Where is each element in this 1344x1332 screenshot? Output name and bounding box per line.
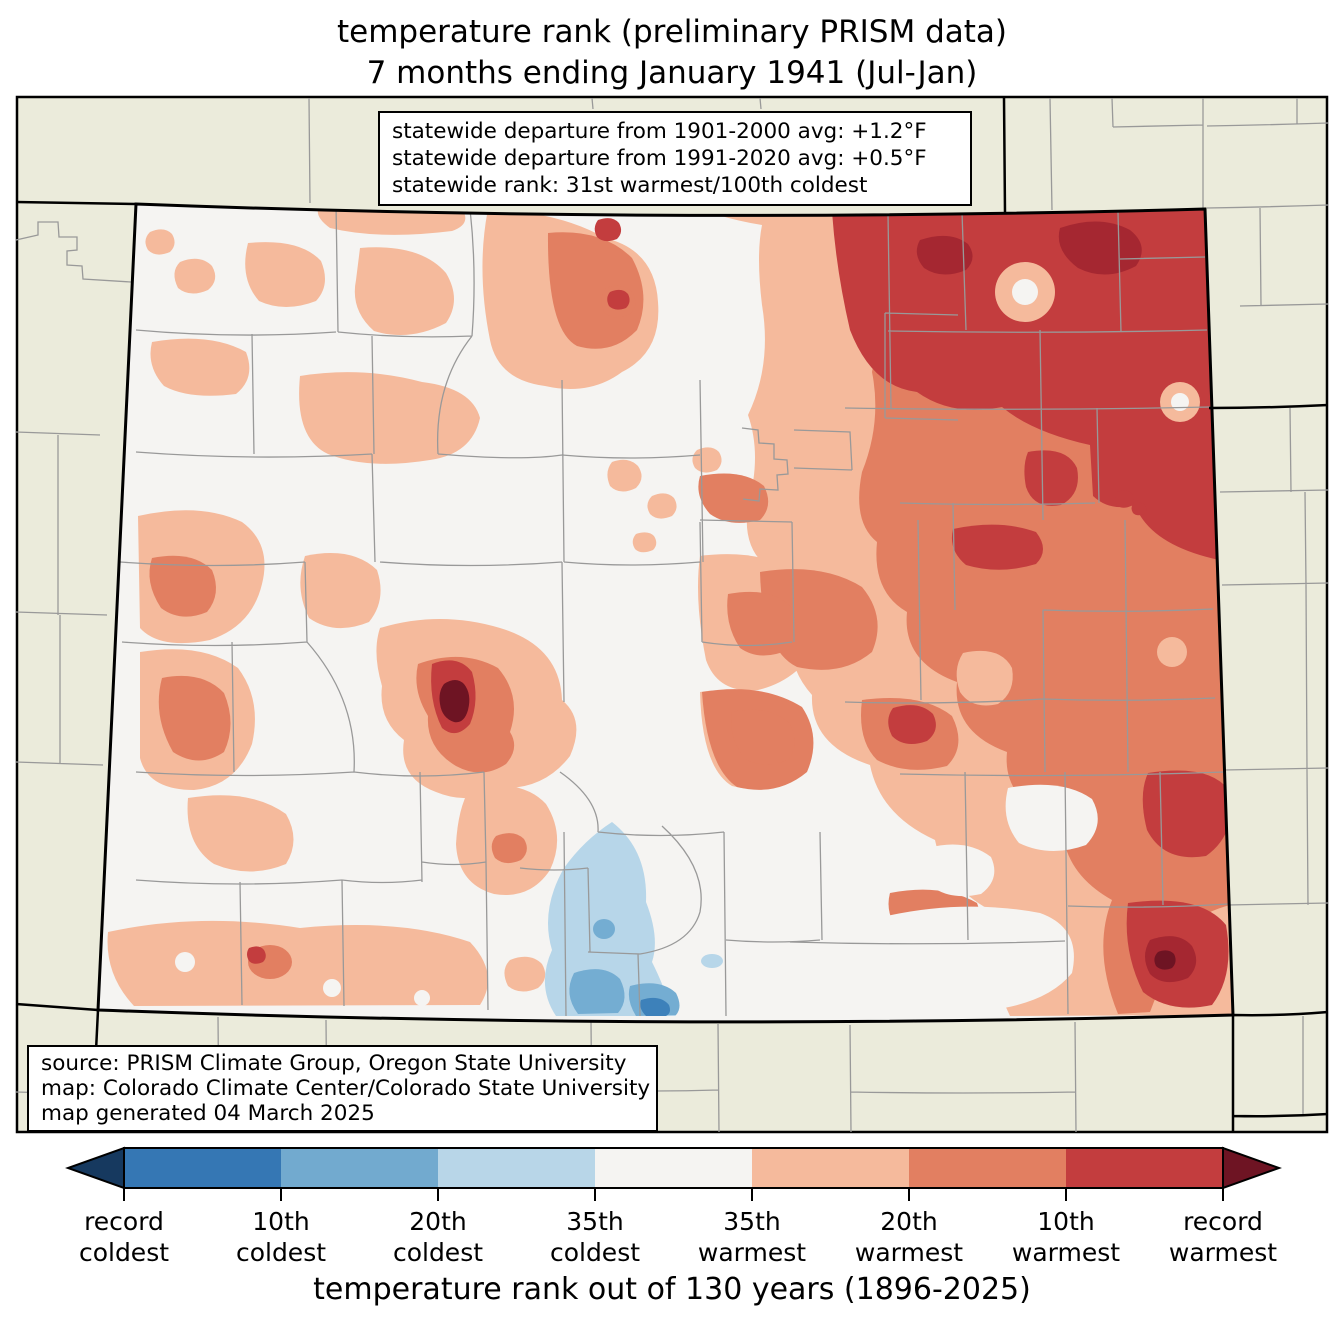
source-line: source: PRISM Climate Group, Oregon Stat… <box>41 1051 627 1076</box>
cb-label-10th-coldest: 10th coldest <box>235 1207 327 1267</box>
colorbar-arrow-record-coldest <box>65 1146 125 1190</box>
colorbar <box>65 1146 1282 1201</box>
cb-label-35th-coldest: 35th coldest <box>549 1207 641 1267</box>
map-credit-line: map: Colorado Climate Center/Colorado St… <box>41 1076 651 1101</box>
rank-regions-blue-light <box>544 822 723 1016</box>
colorbar-seg-10th-warmest <box>1066 1148 1223 1188</box>
colorbar-seg-middle <box>595 1148 752 1188</box>
rank-regions-blue-dark <box>640 997 670 1016</box>
cb-label-10th-warmest: 10th warmest <box>1011 1207 1121 1267</box>
colorbar-seg-35th-warmest <box>752 1148 909 1188</box>
colorbar-outline <box>123 1147 1224 1189</box>
figure-title-line2: 7 months ending January 1941 (Jul-Jan) <box>366 55 978 91</box>
figure-title: temperature rank (preliminary PRISM data… <box>0 12 1344 94</box>
rank-regions-maroon <box>439 680 1176 970</box>
colorbar-seg-35th-coldest <box>438 1148 595 1188</box>
cb-label-20th-coldest: 20th coldest <box>392 1207 484 1267</box>
colorbar-seg-20th-warmest <box>909 1148 1066 1188</box>
colorbar-seg-10th-coldest <box>124 1148 281 1188</box>
statewide-stats-box: statewide departure from 1901-2000 avg: … <box>378 111 972 206</box>
colorado-county-lines <box>119 204 1229 1017</box>
cb-label-record-coldest: record coldest <box>78 1207 170 1267</box>
rank-enclaves-peach <box>956 262 1200 706</box>
map-generated-line: map generated 04 March 2025 <box>41 1101 375 1126</box>
colorbar-ticks <box>123 1188 1224 1201</box>
colorbar-seg-20th-coldest <box>281 1148 438 1188</box>
cb-label-35th-warmest: 35th warmest <box>697 1207 807 1267</box>
figure-title-line1: temperature rank (preliminary PRISM data… <box>336 14 1007 50</box>
source-attribution-box: source: PRISM Climate Group, Oregon Stat… <box>27 1045 658 1132</box>
colorbar-caption: temperature rank out of 130 years (1896-… <box>313 1272 1031 1307</box>
cb-label-20th-warmest: 20th warmest <box>854 1207 964 1267</box>
cb-label-record-warmest: record warmest <box>1168 1207 1278 1267</box>
stats-line-departure-1901-2000: statewide departure from 1901-2000 avg: … <box>392 119 927 144</box>
colorbar-arrow-record-warmest <box>1222 1146 1282 1190</box>
stats-line-rank: statewide rank: 31st warmest/100th colde… <box>392 173 868 198</box>
stats-line-departure-1991-2020: statewide departure from 1991-2020 avg: … <box>392 146 927 171</box>
rank-enclaves-white <box>175 279 1189 1012</box>
